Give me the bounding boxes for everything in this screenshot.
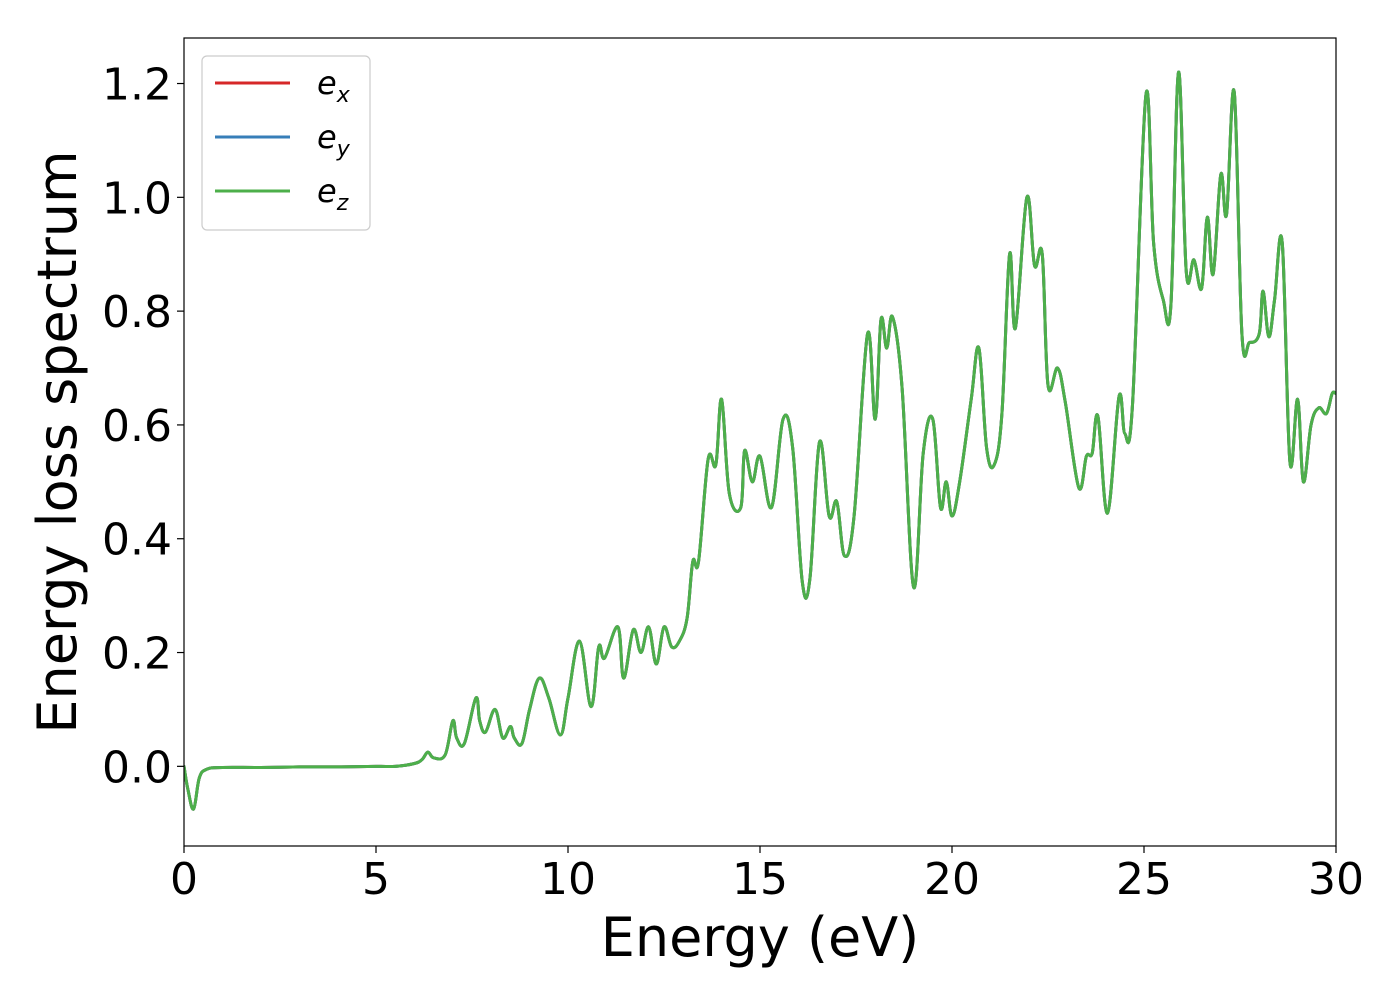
y-tick-label: 0.8 bbox=[102, 287, 172, 338]
y-axis-label: Energy loss spectrum bbox=[26, 150, 89, 733]
legend-box bbox=[201, 55, 371, 231]
x-axis-ticks: 0 5 10 15 20 25 30 bbox=[170, 846, 1364, 905]
x-tick-label: 10 bbox=[540, 854, 596, 905]
y-tick-label: 0.0 bbox=[102, 742, 172, 793]
series-line-z bbox=[184, 70, 1336, 811]
x-tick-label: 30 bbox=[1308, 854, 1364, 905]
x-tick-label: 15 bbox=[732, 854, 788, 905]
x-tick-label: 5 bbox=[362, 854, 390, 905]
y-tick-label: 1.2 bbox=[102, 60, 172, 111]
x-tick-label: 0 bbox=[170, 854, 198, 905]
y-tick-label: 0.6 bbox=[102, 401, 172, 452]
series-layer bbox=[184, 70, 1336, 811]
y-axis-ticks: 0.0 0.2 0.4 0.6 0.8 1.0 1.2 bbox=[102, 60, 184, 793]
x-tick-label: 20 bbox=[924, 854, 980, 905]
y-tick-label: 1.0 bbox=[102, 173, 172, 224]
x-tick-label: 25 bbox=[1116, 854, 1172, 905]
y-tick-label: 0.2 bbox=[102, 629, 172, 680]
y-tick-label: 0.4 bbox=[102, 515, 172, 566]
x-axis-label: Energy (eV) bbox=[601, 906, 920, 969]
